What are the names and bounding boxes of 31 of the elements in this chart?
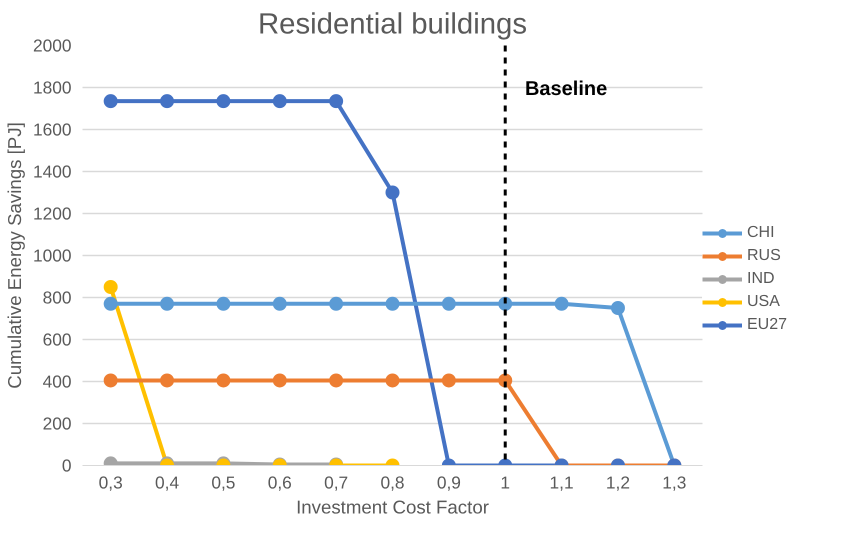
x-axis-title: Investment Cost Factor bbox=[296, 496, 489, 518]
legend-label: CHI bbox=[747, 224, 775, 242]
x-tick-label: 1 bbox=[500, 472, 510, 492]
legend-label: IND bbox=[747, 270, 775, 288]
x-tick-label: 0,6 bbox=[268, 472, 292, 492]
x-tick-label: 0,5 bbox=[211, 472, 236, 492]
y-tick-label: 400 bbox=[42, 372, 72, 392]
y-tick-label: 1800 bbox=[32, 78, 72, 98]
legend-label: RUS bbox=[747, 247, 781, 265]
x-tick-label: 1,3 bbox=[662, 472, 686, 492]
y-axis-title: Cumulative Energy Savings [PJ] bbox=[4, 122, 25, 389]
y-tick-label: 600 bbox=[42, 330, 72, 350]
y-tick-label: 0 bbox=[62, 456, 72, 476]
x-tick-label: 0,9 bbox=[436, 472, 461, 492]
y-tick-label: 200 bbox=[42, 414, 72, 434]
x-tick-label: 0,8 bbox=[380, 472, 405, 492]
x-tick-label: 0,4 bbox=[155, 472, 180, 492]
y-tick-label: 1400 bbox=[32, 162, 72, 182]
y-tick-label: 2000 bbox=[32, 36, 72, 56]
y-tick-label: 800 bbox=[42, 288, 72, 308]
ref-line-label: Baseline bbox=[524, 78, 608, 100]
y-tick-label: 1600 bbox=[32, 120, 72, 140]
y-tick-label: 1200 bbox=[32, 204, 72, 224]
x-tick-label: 0,7 bbox=[324, 472, 348, 492]
x-tick-label: 0,3 bbox=[98, 472, 123, 492]
legend-label: EU27 bbox=[747, 316, 788, 334]
y-tick-label: 1000 bbox=[32, 246, 72, 266]
x-tick-label: 1,2 bbox=[606, 472, 630, 492]
chart-title: Residential buildings bbox=[258, 8, 528, 40]
legend-label: USA bbox=[747, 293, 780, 311]
x-tick-label: 1,1 bbox=[550, 472, 574, 492]
